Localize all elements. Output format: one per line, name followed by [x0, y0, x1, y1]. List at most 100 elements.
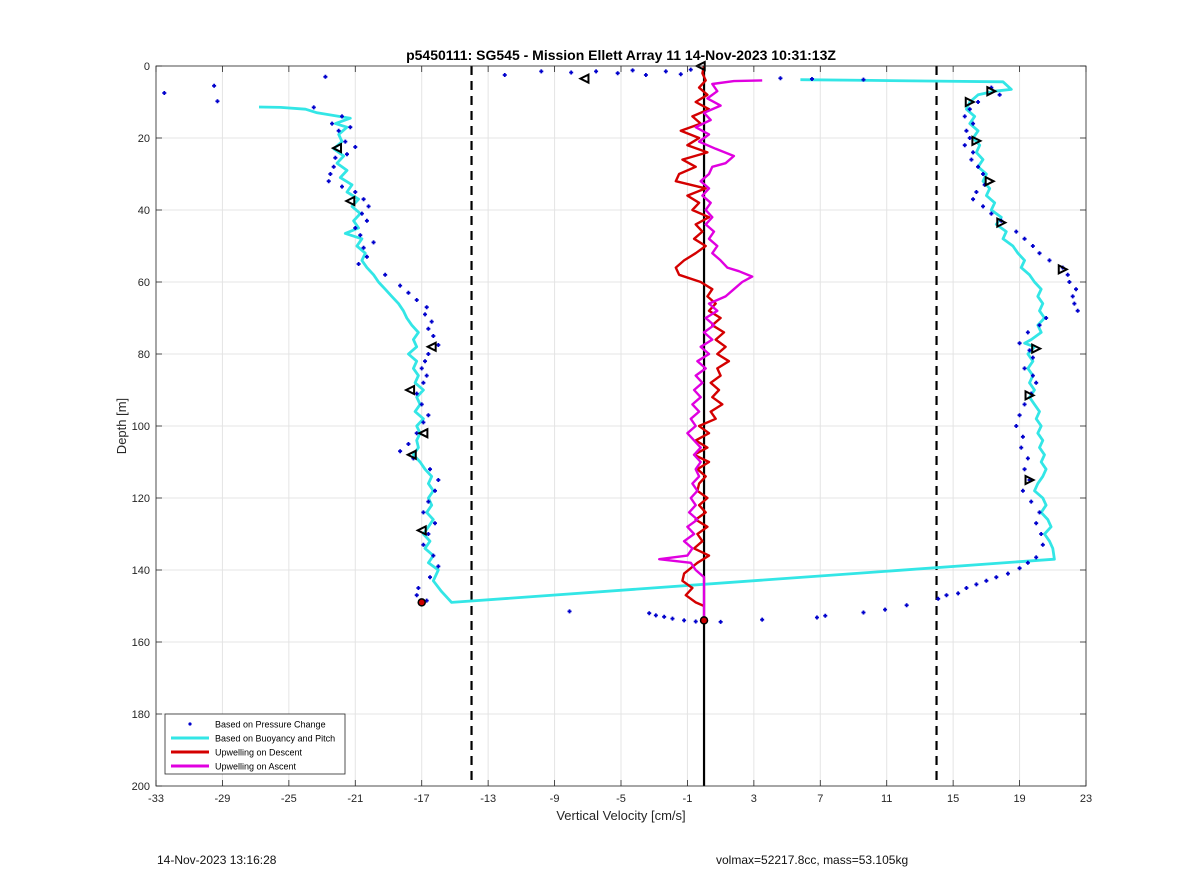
pressure-point: [162, 91, 167, 95]
pressure-point: [1067, 280, 1072, 284]
pressure-point: [1075, 308, 1080, 313]
pressure-point: [1022, 366, 1027, 371]
pressure-point: [426, 352, 431, 356]
pressure-point: [1019, 445, 1024, 450]
pressure-point: [429, 319, 434, 324]
pressure-point: [1040, 542, 1045, 547]
triangle-marker: [1024, 389, 1036, 402]
pressure-point: [969, 157, 974, 162]
pressure-point: [398, 283, 403, 288]
x-tick-label: 15: [947, 793, 959, 805]
pressure-point: [1020, 434, 1025, 439]
pressure-point: [358, 233, 363, 238]
legend-label: Upwelling on Descent: [215, 748, 303, 758]
pressure-point: [433, 488, 437, 493]
x-tick-label: -9: [550, 793, 560, 805]
pressure-point: [962, 114, 967, 119]
y-tick-label: 0: [144, 61, 150, 73]
pressure-point: [778, 76, 783, 81]
pressure-point: [981, 172, 986, 176]
pressure-point: [421, 380, 426, 385]
pressure-point: [1037, 251, 1042, 256]
pressure-point: [406, 290, 411, 295]
pressure-point: [383, 272, 388, 277]
pressure-point: [1030, 373, 1035, 378]
pressure-point: [693, 619, 698, 624]
pressure-point: [416, 586, 421, 590]
pressure-point: [1065, 272, 1070, 277]
triangle-marker: [1024, 474, 1036, 486]
pressure-point: [643, 73, 648, 77]
pressure-point: [760, 617, 765, 622]
pressure-point: [323, 74, 328, 79]
pressure-point: [971, 150, 976, 155]
triangle-marker: [415, 524, 427, 537]
y-tick-label: 180: [132, 709, 150, 721]
pressure-point: [539, 69, 544, 74]
pressure-point: [1034, 380, 1039, 385]
y-tick-label: 200: [132, 781, 150, 793]
pressure-point: [971, 121, 976, 126]
series-line-ascent: [658, 79, 763, 621]
x-tick-label: -5: [616, 793, 626, 805]
y-tick-label: 60: [138, 277, 150, 289]
pressure-point: [428, 467, 433, 472]
pressure-point: [1034, 521, 1039, 526]
pressure-point: [974, 190, 979, 194]
y-tick-label: 40: [138, 205, 150, 217]
pressure-point: [1074, 287, 1079, 292]
pressure-point: [615, 71, 620, 76]
pressure-point: [1047, 258, 1052, 263]
triangle-marker: [986, 85, 998, 97]
pressure-point: [1037, 510, 1042, 515]
pressure-point: [1014, 424, 1019, 428]
legend-label: Based on Buoyancy and Pitch: [215, 734, 335, 744]
footer-timestamp: 14-Nov-2023 13:16:28: [157, 853, 277, 867]
pressure-point: [340, 184, 344, 189]
pressure-point: [718, 619, 723, 624]
triangle-marker: [1057, 263, 1069, 276]
footer-vehicle-info: volmax=52217.8cc, mass=53.105kg: [716, 853, 909, 867]
pressure-point: [344, 152, 349, 157]
pressure-point: [1017, 341, 1022, 346]
x-tick-label: 7: [817, 793, 823, 805]
triangle-marker: [1031, 342, 1043, 355]
pressure-point: [984, 578, 989, 583]
pressure-point: [353, 226, 358, 230]
pressure-point: [936, 596, 941, 601]
pressure-point: [647, 611, 652, 616]
series-layer: [162, 60, 1080, 624]
pressure-point: [431, 334, 436, 338]
pressure-point: [883, 607, 888, 612]
pressure-point: [426, 326, 431, 331]
x-tick-label: 11: [881, 793, 892, 805]
pressure-point: [1017, 566, 1022, 571]
pressure-point: [688, 67, 693, 72]
pressure-point: [964, 128, 969, 133]
pressure-point: [861, 610, 866, 615]
x-tick-label: -29: [214, 793, 230, 805]
pressure-point: [944, 593, 949, 598]
pressure-point: [682, 618, 687, 623]
pressure-point: [356, 262, 361, 266]
triangle-marker: [403, 384, 416, 396]
pressure-point: [419, 402, 424, 407]
reference-lines: [470, 66, 938, 786]
triangle-marker: [344, 195, 356, 207]
y-tick-label: 140: [132, 565, 150, 577]
triangle-marker: [984, 175, 996, 187]
pressure-point: [502, 73, 507, 77]
pressure-point: [426, 499, 431, 504]
pressure-point: [989, 211, 994, 216]
y-tick-label: 20: [138, 133, 150, 145]
endpoint-marker: [699, 616, 709, 625]
pressure-point: [1025, 560, 1030, 565]
pressure-point: [1025, 456, 1030, 461]
pressure-point: [956, 591, 961, 596]
legend-label: Upwelling on Ascent: [215, 762, 297, 772]
pressure-point: [421, 542, 426, 547]
pressure-point: [419, 366, 424, 371]
pressure-point: [1014, 229, 1019, 234]
pressure-point: [359, 211, 364, 216]
